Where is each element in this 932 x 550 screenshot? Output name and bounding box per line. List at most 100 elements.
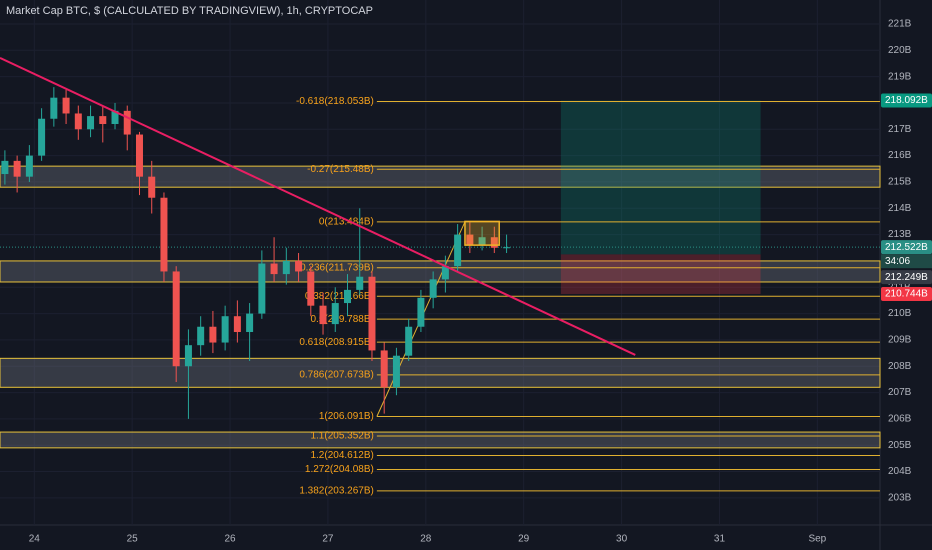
candle-body — [405, 326, 413, 356]
candle-body — [25, 155, 33, 177]
candle-body — [282, 260, 290, 275]
y-tick-label: 204B — [888, 466, 912, 477]
x-tick-label: 30 — [616, 534, 628, 545]
fib-label: -0.618(218.053B) — [296, 96, 374, 107]
x-tick-label: 25 — [127, 534, 139, 545]
y-tick-label: 219B — [888, 71, 912, 82]
candle-body — [172, 271, 180, 367]
x-tick-label: 27 — [322, 534, 334, 545]
candle-body — [441, 266, 449, 280]
candle-body — [13, 160, 21, 177]
target-area — [560, 100, 761, 255]
candle-body — [466, 234, 474, 246]
candle-body — [38, 118, 46, 156]
y-tick-label: 209B — [888, 335, 912, 346]
price-tag-label: 212.522B — [885, 242, 928, 253]
candle-body — [258, 263, 266, 314]
price-tag-label: 218.092B — [885, 95, 928, 106]
y-tick-label: 208B — [888, 361, 912, 372]
fib-label: 1.2(204.612B) — [310, 450, 373, 461]
candle-body — [331, 303, 339, 325]
candle-body — [307, 271, 315, 306]
x-tick-label: Sep — [808, 534, 826, 545]
x-tick-label: 24 — [29, 534, 41, 545]
zone — [0, 357, 881, 388]
candle-body — [319, 305, 327, 325]
fib-label: 1.1(205.352B) — [310, 431, 373, 442]
candle-body — [233, 316, 241, 333]
candle-body — [209, 326, 217, 343]
stop-area — [560, 254, 761, 294]
chart-title: Market Cap BTC, $ (CALCULATED BY TRADING… — [6, 5, 373, 17]
candle-body — [380, 350, 388, 388]
candle-body — [87, 116, 95, 130]
candle-body — [221, 316, 229, 343]
y-tick-label: 221B — [888, 19, 912, 30]
zone — [0, 260, 881, 283]
y-tick-label: 207B — [888, 387, 912, 398]
fib-label: 0.5(209.788B) — [310, 314, 373, 325]
price-tag-label: 210.744B — [885, 289, 928, 300]
candle-body — [454, 234, 462, 267]
price-tag — [881, 93, 932, 108]
fib-label: 0.618(208.915B) — [299, 337, 374, 348]
countdown-box — [881, 254, 932, 269]
price-tag — [881, 270, 932, 285]
price-tag — [881, 240, 932, 255]
candle-body — [478, 237, 486, 246]
fib-label: -0.27(215.48B) — [307, 164, 374, 175]
price-tag — [881, 286, 932, 301]
fib-label: 1(206.091B) — [319, 411, 374, 422]
candle-body — [343, 289, 351, 304]
fib-label: 0.382(210.66B) — [305, 291, 374, 302]
price-tag-label: 212.249B — [885, 272, 928, 283]
candle-body — [111, 110, 119, 125]
candle-body — [246, 313, 254, 333]
fib-label: 0(213.484B) — [319, 216, 374, 227]
candle-body — [62, 97, 70, 114]
y-tick-label: 210B — [888, 308, 912, 319]
y-tick-label: 206B — [888, 414, 912, 425]
y-tick-label: 215B — [888, 177, 912, 188]
y-tick-label: 213B — [888, 229, 912, 240]
candle-body — [123, 110, 131, 135]
candle-body — [99, 116, 107, 125]
fib-label: 0.236(211.739B) — [300, 262, 374, 273]
y-tick-label: 216B — [888, 150, 912, 161]
y-tick-label: 220B — [888, 45, 912, 56]
candle-body — [503, 247, 511, 249]
x-tick-label: 31 — [714, 534, 726, 545]
candle-body — [184, 345, 192, 367]
candle-body — [417, 297, 425, 327]
candle-body — [368, 276, 376, 351]
candle-body — [135, 134, 143, 177]
countdown: 34:06 — [885, 256, 910, 267]
fib-label: 0.786(207.673B) — [299, 369, 374, 380]
candle-body — [148, 176, 156, 198]
y-tick-label: 203B — [888, 493, 912, 504]
candle-body — [50, 97, 58, 119]
y-tick-label: 217B — [888, 124, 912, 135]
candle-body — [356, 276, 364, 290]
candle-body — [197, 326, 205, 346]
y-tick-label: 214B — [888, 203, 912, 214]
highlight-box — [464, 220, 500, 246]
candle-body — [392, 355, 400, 388]
trendline — [0, 57, 636, 356]
y-tick-label: 205B — [888, 440, 912, 451]
x-tick-label: 26 — [224, 534, 236, 545]
candle-body — [490, 237, 498, 248]
x-tick-label: 29 — [518, 534, 530, 545]
candle-body — [270, 263, 278, 275]
x-tick-label: 28 — [420, 534, 432, 545]
candle-body — [429, 279, 437, 298]
fib-label: 1.272(204.08B) — [305, 464, 374, 475]
zone — [0, 165, 881, 188]
fib-label: 1.382(203.267B) — [299, 485, 374, 496]
candle-body — [1, 160, 9, 175]
zone — [0, 431, 881, 449]
candle-body — [160, 197, 168, 272]
candle-body — [295, 260, 303, 272]
candle-body — [74, 113, 82, 130]
